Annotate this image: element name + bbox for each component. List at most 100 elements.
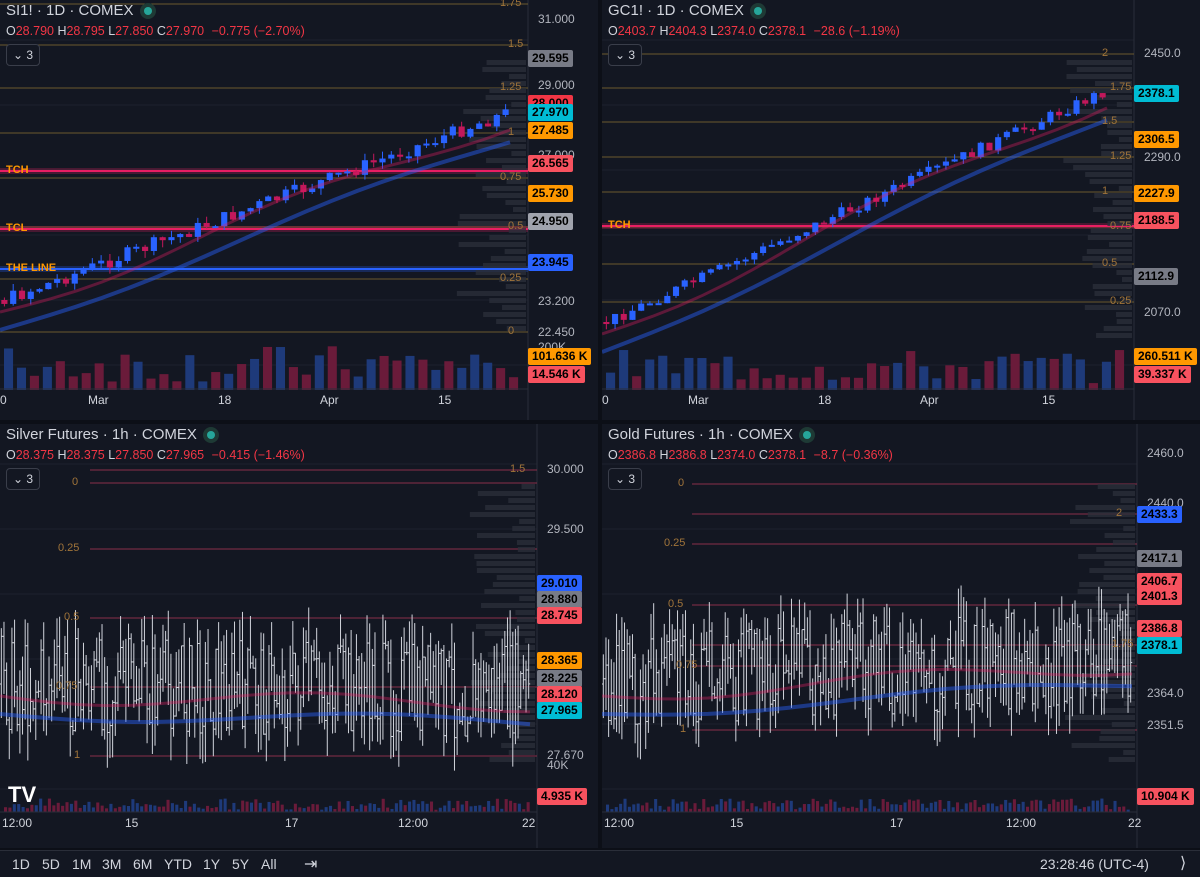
candle-body — [379, 158, 386, 163]
goto-date-icon[interactable]: ⇥ — [304, 856, 318, 873]
volume-bar — [126, 805, 131, 812]
candle-body — [672, 286, 680, 296]
indicators-toggle[interactable]: ⌄ 3 — [608, 44, 642, 66]
symbol-title[interactable]: Silver Futures · 1h · COMEX — [6, 426, 215, 443]
volume-profile-bar — [516, 617, 535, 622]
fib-label: 0.75 — [56, 680, 78, 692]
volume-profile-bar — [1086, 249, 1132, 254]
candle-body — [344, 171, 351, 174]
chart-pane-si-daily[interactable]: SI1! · 1D · COMEX O28.790 H28.795 L27.85… — [0, 0, 598, 420]
range-6m-button[interactable]: 6M — [133, 856, 153, 872]
symbol-title[interactable]: SI1! · 1D · COMEX — [6, 2, 152, 19]
clock[interactable]: 23:28:46 (UTC-4) — [1040, 856, 1149, 872]
candle-body — [265, 196, 272, 202]
volume-profile-bar — [511, 151, 526, 156]
range-5d-button[interactable]: 5D — [42, 856, 60, 872]
time-axis-label: 12:00 — [1006, 816, 1037, 830]
candle-body — [1047, 111, 1054, 123]
range-3m-button[interactable]: 3M — [102, 856, 122, 872]
symbol-title-text: GC1! · 1D · COMEX — [608, 2, 744, 19]
candle-body — [881, 191, 889, 202]
volume-profile-bar — [463, 109, 526, 114]
volume-bar — [473, 805, 477, 812]
volume-bar — [118, 806, 122, 812]
low-value: 27.850 — [115, 448, 154, 462]
volume-profile-bar — [1091, 694, 1135, 699]
chart-canvas[interactable] — [0, 0, 598, 420]
tradingview-logo[interactable]: TV — [8, 782, 37, 807]
volume-bar — [1021, 801, 1025, 812]
volume-bar — [715, 804, 719, 812]
candle-body — [423, 143, 430, 146]
volume-profile-bar — [489, 235, 526, 240]
volume-profile-bar — [1070, 88, 1132, 93]
range-ytd-button[interactable]: YTD — [164, 856, 192, 872]
volume-profile-bar — [1116, 319, 1132, 324]
volume-profile-bar — [485, 95, 526, 100]
volume-bar — [500, 808, 504, 812]
volume-profile-bar — [1094, 291, 1132, 296]
open-value: 28.790 — [15, 24, 54, 38]
chevron-icon[interactable]: ⟩ — [1180, 855, 1187, 872]
volume-bar — [1096, 800, 1100, 812]
candle-body — [45, 282, 52, 290]
volume-bar — [1122, 806, 1126, 812]
volume-bar — [877, 808, 881, 812]
time-axis-label: Mar — [688, 393, 709, 407]
volume-profile-bar — [517, 547, 535, 552]
range-all-button[interactable]: All — [261, 856, 277, 872]
volume-bar — [840, 377, 851, 390]
candle-body — [432, 143, 439, 146]
volume-bar — [868, 799, 872, 812]
indicators-toggle[interactable]: ⌄ 3 — [608, 468, 642, 490]
candle-body — [699, 272, 706, 283]
range-1y-button[interactable]: 1Y — [203, 856, 221, 872]
volume-bar — [1036, 357, 1046, 390]
symbol-title[interactable]: Gold Futures · 1h · COMEX — [608, 426, 812, 443]
volume-bar — [403, 805, 407, 812]
volume-profile-bar — [502, 305, 526, 310]
volume-profile-bar — [506, 179, 526, 184]
close-label: C — [156, 448, 166, 462]
volume-profile-bar — [456, 291, 526, 296]
volume-bar — [285, 809, 289, 812]
volume-bar — [157, 806, 161, 812]
chart-canvas[interactable] — [602, 0, 1200, 420]
volume-profile-bar — [504, 249, 526, 254]
symbol-title[interactable]: GC1! · 1D · COMEX — [608, 2, 762, 19]
chart-pane-gc-daily[interactable]: GC1! · 1D · COMEX O2403.7 H2404.3 L2374.… — [602, 0, 1200, 420]
volume-profile-bar — [491, 687, 535, 692]
price-badge: 26.565 — [528, 155, 573, 172]
volume-bar — [517, 803, 521, 812]
volume-bar — [211, 372, 221, 390]
volume-profile-bar — [476, 144, 526, 149]
indicators-toggle[interactable]: ⌄ 3 — [6, 44, 40, 66]
fib-label: 1.25 — [500, 81, 522, 93]
candle-body — [725, 264, 732, 267]
low-label: L — [710, 24, 718, 38]
chart-pane-si-hourly[interactable]: Silver Futures · 1h · COMEX O28.375 H28.… — [0, 424, 598, 848]
volume-bar — [680, 801, 684, 812]
chart-canvas[interactable] — [602, 424, 1200, 848]
price-axis-label: 2450.0 — [1144, 46, 1181, 60]
candle-body — [707, 269, 714, 273]
candle-body — [309, 188, 316, 193]
range-5y-button[interactable]: 5Y — [232, 856, 250, 872]
candle-body — [977, 142, 984, 157]
volume-profile-bar — [1095, 81, 1132, 86]
indicators-toggle[interactable]: ⌄ 3 — [6, 468, 40, 490]
volume-profile-bar — [481, 603, 535, 608]
volume-profile-bar — [482, 67, 526, 72]
volume-profile-bar — [1092, 284, 1132, 289]
volume-bar — [759, 808, 763, 812]
range-1d-button[interactable]: 1D — [12, 856, 30, 872]
volume-profile-bar — [501, 81, 526, 86]
price-axis-label: 2460.0 — [1147, 446, 1184, 460]
range-1m-button[interactable]: 1M — [72, 856, 92, 872]
moving-average-line — [602, 106, 1108, 336]
volume-profile-bar — [506, 666, 535, 671]
candle-body — [10, 290, 17, 304]
chart-pane-gc-hourly[interactable]: Gold Futures · 1h · COMEX O2386.8 H2386.… — [602, 424, 1200, 848]
volume-bar — [763, 802, 767, 812]
chart-canvas[interactable] — [0, 424, 598, 848]
